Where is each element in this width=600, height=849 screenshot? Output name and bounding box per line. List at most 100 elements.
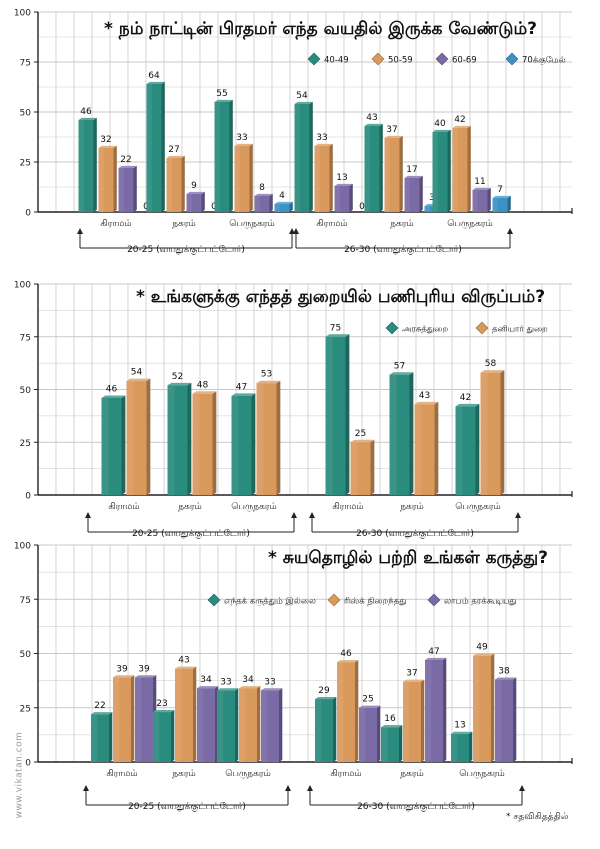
bar-top xyxy=(492,195,511,198)
bar-top xyxy=(334,183,353,186)
legend-label-2: தனியார் துறை xyxy=(492,325,548,335)
data-label: 34 xyxy=(242,675,254,685)
y-tick-label: 75 xyxy=(20,596,31,606)
bar-top xyxy=(101,395,126,398)
y-tick-label: 50 xyxy=(20,109,32,119)
y-tick-label: 75 xyxy=(20,59,31,69)
data-label: 33 xyxy=(264,677,275,687)
data-label: 46 xyxy=(80,107,92,117)
data-label: 43 xyxy=(366,113,377,123)
bar-top xyxy=(135,675,157,678)
category-label: நகரம் xyxy=(178,502,201,512)
bar-highlight xyxy=(101,397,109,495)
bar-highlight xyxy=(239,688,246,762)
chart-title: * சுயதொழில் பற்றி உங்கள் கருத்து? xyxy=(268,548,548,568)
y-tick-label: 0 xyxy=(25,759,31,769)
data-label: 43 xyxy=(178,656,189,666)
bar-top xyxy=(325,334,350,337)
bar-top xyxy=(337,660,359,663)
data-label: 39 xyxy=(116,664,128,674)
bar-side xyxy=(447,129,451,212)
bar xyxy=(217,688,239,762)
bar-front xyxy=(424,206,440,212)
bar-top xyxy=(231,393,256,396)
bar xyxy=(432,129,451,212)
bar-highlight xyxy=(118,168,124,212)
data-label: 43 xyxy=(419,391,430,401)
bar-top xyxy=(217,688,239,691)
bracket-arrow-right xyxy=(507,228,513,234)
bar-top xyxy=(314,143,333,146)
data-label: 46 xyxy=(340,649,352,659)
y-tick-label: 0 xyxy=(25,492,31,502)
legend-label-2: 50-59 xyxy=(388,56,413,66)
bar-highlight xyxy=(381,727,388,762)
bar-top xyxy=(175,666,197,669)
bar-side xyxy=(279,688,283,762)
bar-highlight xyxy=(98,148,104,212)
bar-highlight xyxy=(135,677,142,762)
legend-swatch-1 xyxy=(207,593,221,607)
age-group-label: 20-25 (வயதுக்குட்பட்டோர்) xyxy=(128,802,246,813)
bar-side xyxy=(212,391,217,495)
data-label: 64 xyxy=(148,71,160,81)
bar xyxy=(480,370,505,495)
bar-side xyxy=(434,401,439,495)
bracket-arrow-right xyxy=(519,785,525,791)
bar-top xyxy=(473,653,495,656)
bar-highlight xyxy=(175,668,182,762)
bar-highlight xyxy=(414,404,422,495)
bar-top xyxy=(432,129,451,132)
bar-side xyxy=(249,143,253,212)
age-group-label: 20-25 (வயதுக்குட்பட்டோர்) xyxy=(132,529,250,540)
data-label: 48 xyxy=(197,380,209,390)
data-label: 7 xyxy=(497,185,503,195)
data-label: 57 xyxy=(394,361,405,371)
category-label: நகரம் xyxy=(172,219,195,229)
bar-side xyxy=(235,688,239,762)
bar xyxy=(167,382,192,495)
y-tick-label: 100 xyxy=(14,542,31,552)
chart-panel-1: 0 25 50 75 100 * நம் நாட்டின் பிரதமர் எந்த வய… xyxy=(14,9,573,256)
bar-side xyxy=(379,123,383,212)
bar xyxy=(472,187,491,212)
bar-highlight xyxy=(425,660,432,762)
bar xyxy=(384,135,403,212)
bar xyxy=(364,123,383,212)
bar-highlight xyxy=(256,383,264,495)
bar-side xyxy=(229,99,233,212)
bar-top xyxy=(455,403,480,407)
bar xyxy=(192,391,217,495)
y-tick-label: 25 xyxy=(20,704,31,714)
bar-highlight xyxy=(452,128,458,212)
chart-title: * உங்களுக்கு எந்தத் துறையில் பணிபுரிய வி… xyxy=(136,287,545,308)
data-label: 0 xyxy=(143,202,149,212)
bar-side xyxy=(329,143,333,212)
bar-side xyxy=(443,657,447,762)
data-label: 53 xyxy=(261,370,272,380)
data-label: 25 xyxy=(355,429,366,439)
bar-side xyxy=(289,201,293,212)
bar-side xyxy=(121,395,126,495)
bar xyxy=(153,709,175,762)
bracket-arrow-left xyxy=(307,785,313,791)
bar-highlight xyxy=(492,198,498,212)
bar xyxy=(359,705,381,762)
bar-highlight xyxy=(432,132,438,212)
category-label: நகரம் xyxy=(400,502,423,512)
bar xyxy=(294,101,313,212)
data-label: 13 xyxy=(454,721,465,731)
y-tick-label: 25 xyxy=(20,159,31,169)
bar-side xyxy=(377,705,381,762)
bar-highlight xyxy=(78,120,84,212)
bar-side xyxy=(181,155,185,212)
age-group-label: 26-30 (வயதுக்குட்பட்டோர்) xyxy=(357,802,475,813)
bar-top xyxy=(274,201,293,204)
category-label: பெருநகரம் xyxy=(231,502,276,512)
bar-highlight xyxy=(384,138,390,212)
bar-top xyxy=(472,187,491,190)
bar xyxy=(118,165,137,212)
bar-highlight xyxy=(325,336,333,495)
bar xyxy=(492,195,511,212)
y-tick-label: 25 xyxy=(20,439,31,449)
